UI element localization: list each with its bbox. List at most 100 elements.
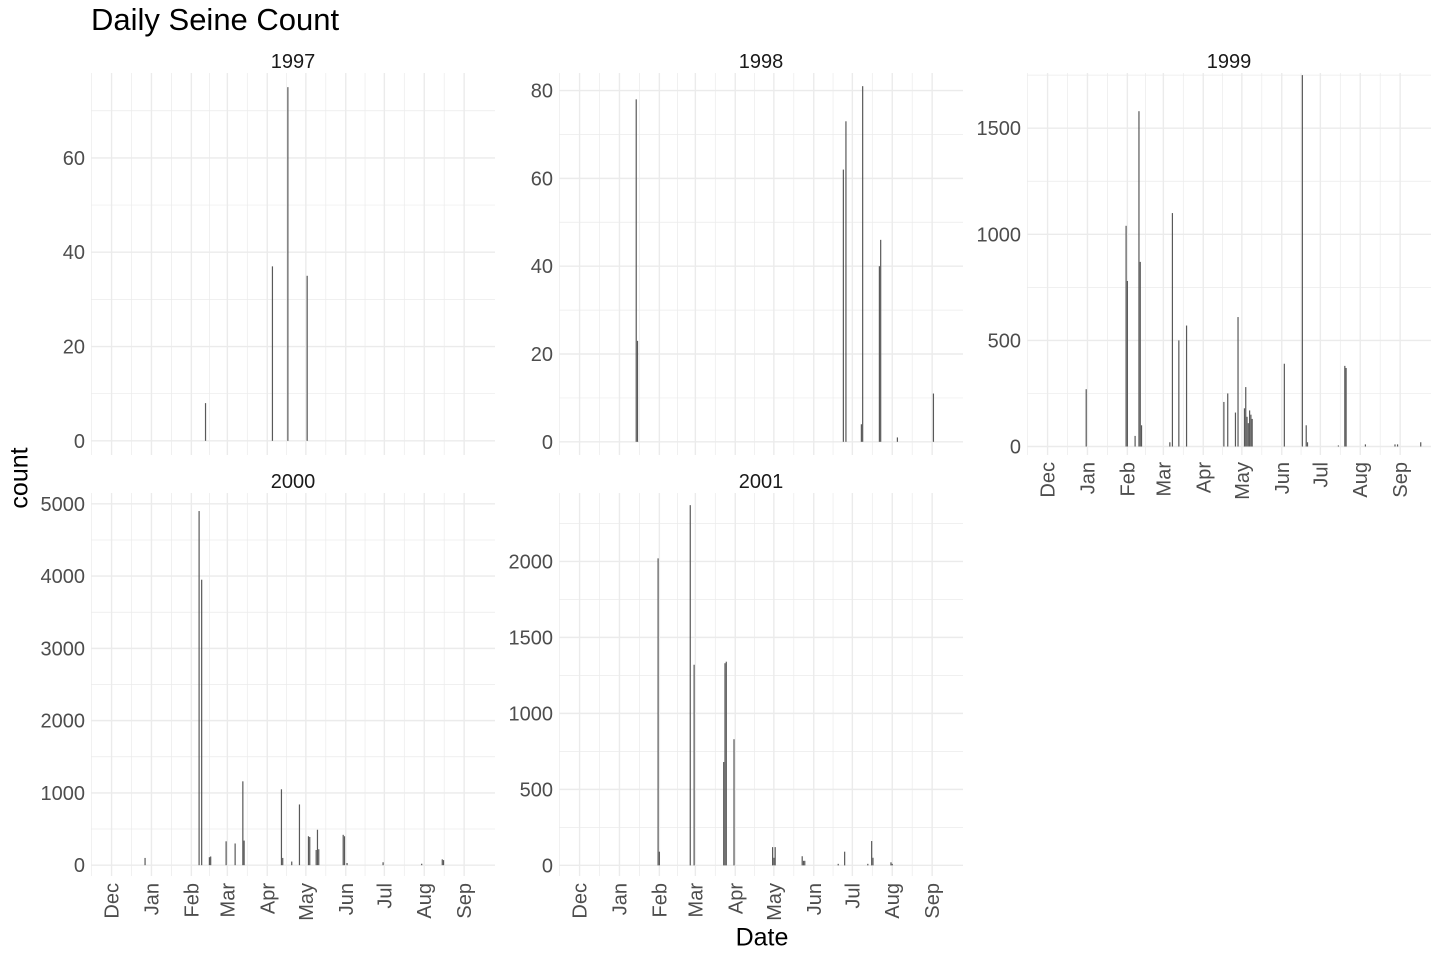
count-bar <box>1250 414 1252 447</box>
count-bar <box>1227 393 1229 447</box>
y-tick-label: 0 <box>1010 437 1021 459</box>
y-tick-label: 0 <box>542 855 553 877</box>
count-bar <box>382 862 384 866</box>
x-tick-label: Feb <box>181 883 203 917</box>
count-bar <box>1251 418 1253 447</box>
y-tick-label: 20 <box>63 337 85 359</box>
count-bar <box>1246 416 1248 447</box>
x-tick-label: May <box>296 883 318 921</box>
x-tick-label: Jan <box>1077 462 1099 494</box>
count-bar <box>804 860 806 866</box>
count-bar <box>801 856 803 866</box>
x-tick-label: Aug <box>882 883 904 919</box>
count-bar <box>1305 425 1307 447</box>
count-bar <box>724 663 726 866</box>
count-bar <box>343 836 346 866</box>
count-bar <box>723 762 725 866</box>
y-tick-label: 5000 <box>41 494 86 516</box>
count-bar <box>242 781 244 866</box>
y-tick-label: 20 <box>531 344 553 366</box>
x-tick-label: Feb <box>649 883 671 917</box>
y-tick-label: 1000 <box>41 783 86 805</box>
x-tick-label: Dec <box>1038 462 1060 498</box>
x-tick-label: Feb <box>1117 462 1139 496</box>
count-bar <box>932 393 935 442</box>
y-tick-label: 1000 <box>977 224 1022 246</box>
x-tick-label: Mar <box>217 883 239 918</box>
count-bar <box>307 836 310 866</box>
y-tick-label: 1000 <box>509 703 554 725</box>
x-tick-label: May <box>764 883 786 921</box>
x-tick-label: Jul <box>1310 462 1332 488</box>
y-tick-label: 0 <box>74 431 85 453</box>
count-bar <box>1171 213 1174 447</box>
count-bar <box>210 856 212 866</box>
count-bar <box>306 275 308 441</box>
facet-panel-1998: 0 20 40 60 80 1998 <box>531 51 963 455</box>
y-tick-label: 500 <box>520 779 553 801</box>
count-bar <box>280 789 283 866</box>
count-bar <box>871 841 873 866</box>
count-bar <box>733 739 735 866</box>
count-bar <box>204 403 207 441</box>
y-tick-label: 2000 <box>41 711 86 733</box>
count-bar <box>342 834 344 866</box>
facet-strip-label: 1997 <box>271 51 316 73</box>
count-bar <box>1134 435 1136 447</box>
count-bar <box>298 804 301 866</box>
count-bar <box>144 857 146 866</box>
count-bar <box>1396 444 1399 447</box>
count-bar <box>837 863 839 866</box>
y-tick-label: 0 <box>542 432 553 454</box>
count-bar <box>1247 423 1249 447</box>
x-tick-label: Mar <box>685 883 707 918</box>
y-tick-label: 60 <box>63 148 85 170</box>
y-tick-label: 80 <box>531 81 553 103</box>
count-bar <box>1169 442 1171 447</box>
count-bar <box>1243 408 1246 447</box>
x-tick-label: Jun <box>1272 462 1294 494</box>
count-bar <box>442 860 445 866</box>
y-tick-label: 4000 <box>41 566 86 588</box>
count-bar <box>1140 425 1143 447</box>
y-tick-label: 40 <box>531 256 553 278</box>
y-tick-label: 60 <box>531 168 553 190</box>
x-tick-label: Apr <box>1193 462 1215 493</box>
count-bar <box>1345 367 1347 447</box>
count-bar <box>316 829 319 866</box>
x-axis-label: Date <box>735 923 789 952</box>
count-bar <box>1344 365 1346 447</box>
count-bar <box>842 169 844 442</box>
count-bar <box>1394 444 1396 447</box>
count-bar <box>773 857 775 866</box>
count-bar <box>658 851 660 866</box>
count-bar <box>225 841 227 866</box>
facet-strip-label: 2001 <box>739 471 784 493</box>
count-bar <box>1420 442 1422 447</box>
y-tick-label: 2000 <box>509 551 554 573</box>
facet-panel-1997: 0 20 40 60 1997 <box>63 51 495 455</box>
count-bar <box>1364 444 1367 447</box>
count-bar <box>725 661 727 866</box>
x-tick-label: Jun <box>336 883 358 915</box>
count-bar <box>878 266 880 442</box>
y-tick-label: 40 <box>63 242 85 264</box>
count-bar <box>1283 363 1285 447</box>
count-bar <box>421 863 423 866</box>
count-bar <box>896 437 899 442</box>
count-bar <box>891 863 893 866</box>
count-bar <box>845 121 847 442</box>
count-bar <box>1223 401 1225 447</box>
count-bar <box>860 424 862 442</box>
count-bar <box>880 239 882 442</box>
count-bar <box>201 579 203 866</box>
count-bar <box>657 558 659 866</box>
count-bar <box>635 99 637 442</box>
facet-panel-2000: 0 1000 2000 3000 4000 5000 2000 Dec Jan Feb Mar Apr… <box>41 471 495 921</box>
facet-panel-1999: 0 500 1000 1500 1999 Dec Jan Feb Mar Apr May Jun Jul… <box>977 51 1431 500</box>
count-bar <box>1245 387 1247 447</box>
facet-strip-label: 1998 <box>739 51 784 73</box>
y-tick-label: 3000 <box>41 638 86 660</box>
count-bar <box>774 847 776 866</box>
